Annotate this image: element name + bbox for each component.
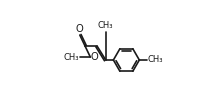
Text: CH₃: CH₃ bbox=[147, 55, 163, 65]
Text: CH₃: CH₃ bbox=[64, 53, 79, 62]
Text: O: O bbox=[76, 24, 84, 34]
Text: O: O bbox=[91, 52, 99, 62]
Text: CH₃: CH₃ bbox=[98, 21, 113, 30]
